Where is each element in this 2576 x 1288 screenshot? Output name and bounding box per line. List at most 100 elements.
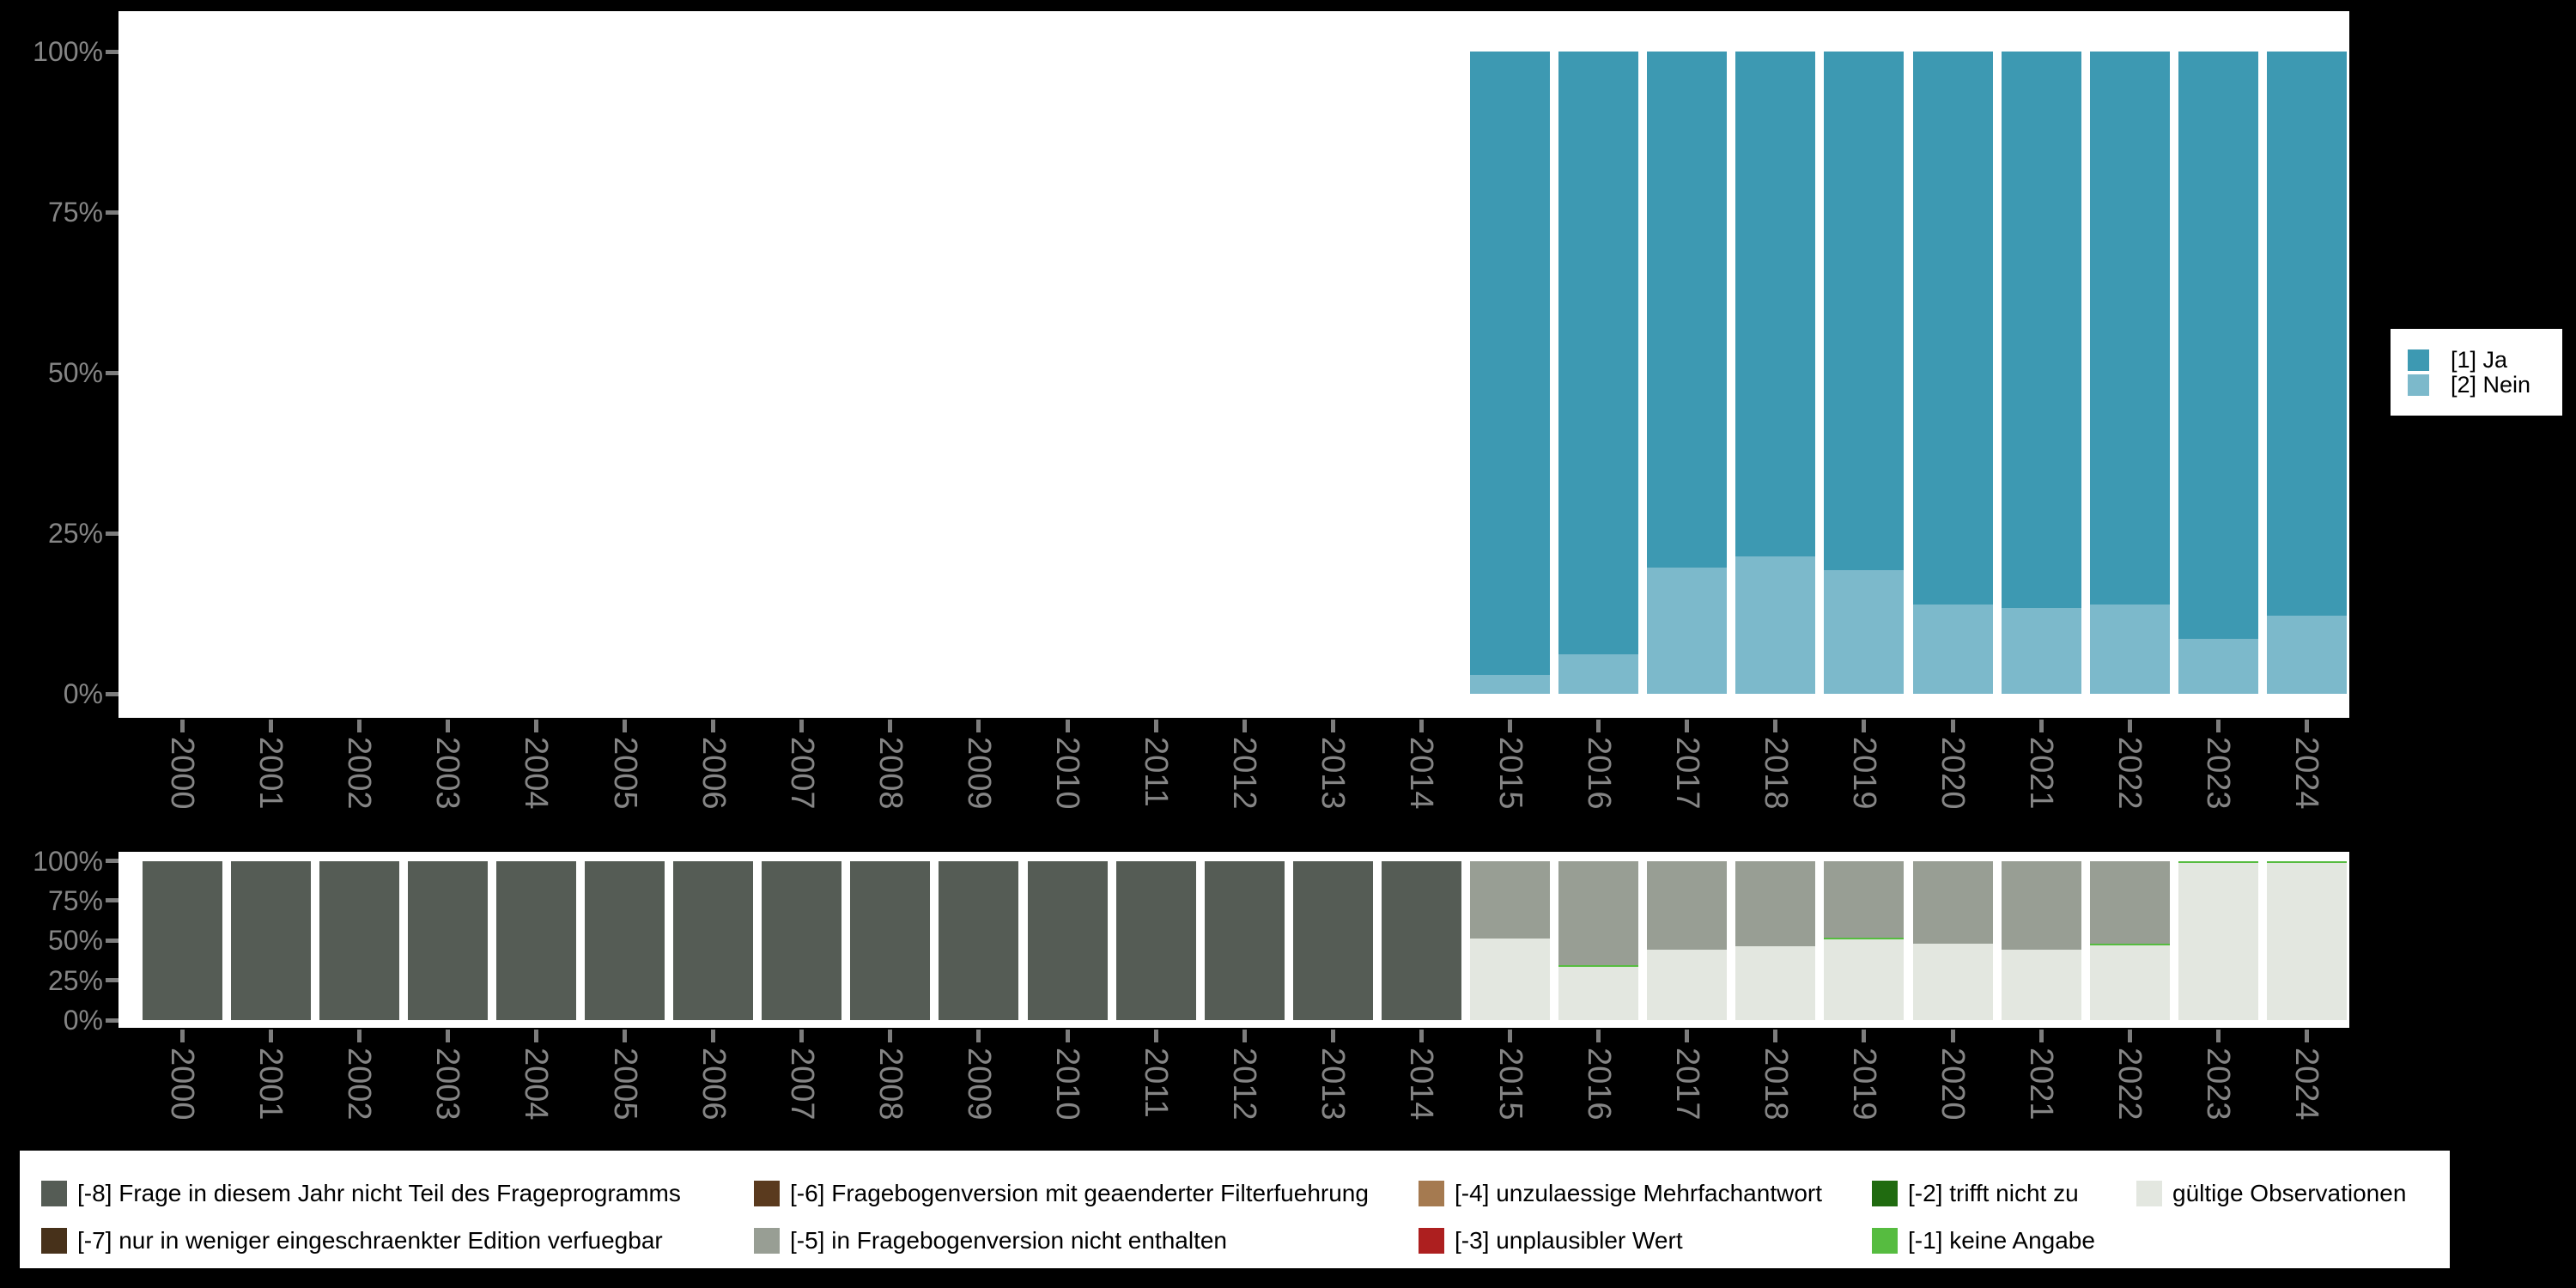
- y-axis-tick-label: 0%: [63, 678, 103, 709]
- x-axis-year-label: 2013: [1315, 737, 1352, 810]
- x-axis-tick: [1773, 720, 1778, 732]
- x-axis-year-label: 2020: [1935, 1048, 1971, 1121]
- x-axis-tick: [268, 720, 273, 732]
- x-axis-tick: [533, 1030, 538, 1042]
- x-axis-year-label: 2008: [872, 737, 908, 810]
- x-axis-tick: [1330, 1030, 1335, 1042]
- x-axis-tick: [2127, 1030, 2132, 1042]
- legend-swatch: [754, 1228, 780, 1254]
- x-axis-tick: [179, 1030, 185, 1042]
- x-axis-year-label: 2015: [1492, 737, 1528, 810]
- bar-segment-2022: [2089, 605, 2170, 694]
- x-axis-year-label: 2008: [872, 1048, 908, 1121]
- x-axis-year-label: 2024: [2288, 737, 2325, 810]
- x-axis-year-label: 2012: [1226, 737, 1263, 810]
- bottom-chart-plot-area: [118, 852, 2349, 1028]
- x-axis-year-label: 2023: [2200, 1048, 2237, 1121]
- legend-item: [-2] trifft nicht zu: [1872, 1180, 2079, 1206]
- legend-label: [-1] keine Angabe: [1908, 1227, 2095, 1254]
- x-axis-year-label: 2010: [1049, 737, 1085, 810]
- x-axis-tick: [2127, 720, 2132, 732]
- bar-segment-2022: [2089, 944, 2170, 1020]
- bar-segment-2002: [319, 860, 399, 1020]
- bar-segment-2018: [1735, 946, 1816, 1020]
- x-axis-tick: [356, 720, 361, 732]
- legend-label: [-2] trifft nicht zu: [1908, 1180, 2079, 1206]
- legend-label: [-5] in Fragebogenversion nicht enthalte…: [790, 1227, 1227, 1254]
- bar-segment-2023: [2178, 639, 2258, 694]
- x-axis-year-label: 2015: [1492, 1048, 1528, 1121]
- x-axis-tick: [1685, 720, 1690, 732]
- legend-swatch: [1872, 1181, 1898, 1206]
- legend-item: [-4] unzulaessige Mehrfachantwort: [1419, 1180, 1822, 1206]
- legend-label: [-7] nur in weniger eingeschraenkter Edi…: [77, 1227, 663, 1254]
- x-axis-tick: [976, 1030, 981, 1042]
- x-axis-year-label: 2000: [164, 1048, 200, 1121]
- bar-segment-2016: [1558, 965, 1639, 1020]
- x-axis-tick: [888, 1030, 893, 1042]
- x-axis-year-label: 2013: [1315, 1048, 1352, 1121]
- x-axis-year-label: 2004: [518, 1048, 555, 1121]
- legend-label: [-3] unplausibler Wert: [1455, 1227, 1683, 1254]
- bar-segment-2022: [2089, 52, 2170, 605]
- x-axis-year-label: 2011: [1138, 1048, 1175, 1118]
- bar-segment-2014: [1381, 860, 1461, 1020]
- x-axis-tick: [1153, 1030, 1158, 1042]
- y-axis-tick: [106, 898, 118, 903]
- y-axis-tick-label: 100%: [33, 845, 103, 877]
- bar-segment-2021: [2001, 52, 2081, 608]
- y-axis-tick-label: 100%: [33, 36, 103, 67]
- bar-segment-2020: [1912, 860, 1993, 944]
- x-axis-year-label: 2002: [341, 1048, 378, 1121]
- x-axis-tick: [1950, 1030, 1955, 1042]
- x-axis-tick: [1330, 720, 1335, 732]
- x-axis-tick: [1950, 720, 1955, 732]
- x-axis-year-label: 2007: [783, 737, 820, 810]
- y-axis-tick: [106, 938, 118, 943]
- bar-segment-2005: [585, 860, 665, 1020]
- bar-segment-2023: [2178, 861, 2258, 1020]
- bar-segment-2023: [2178, 860, 2258, 863]
- y-axis-tick: [106, 1018, 118, 1023]
- x-axis-tick: [799, 1030, 805, 1042]
- y-axis-tick: [106, 859, 118, 863]
- y-axis-tick-label: 50%: [47, 925, 103, 957]
- bar-segment-2016: [1558, 653, 1639, 694]
- legend-item: [2] Nein: [2408, 372, 2562, 398]
- top-chart-legend: [1] Ja [2] Nein: [2391, 329, 2562, 416]
- x-axis-tick: [1419, 1030, 1424, 1042]
- bar-segment-2021: [2001, 860, 2081, 951]
- x-axis-year-label: 2009: [960, 1048, 997, 1121]
- y-axis-tick-label: 75%: [47, 884, 103, 916]
- legend-swatch: [2136, 1181, 2162, 1206]
- bar-segment-2017: [1647, 950, 1728, 1020]
- x-axis-year-label: 2006: [695, 737, 732, 810]
- bar-segment-2021: [2001, 607, 2081, 694]
- x-axis-year-label: 2012: [1226, 1048, 1263, 1121]
- x-axis-year-label: 2005: [606, 1048, 643, 1121]
- bar-segment-2015: [1470, 52, 1550, 676]
- x-axis-tick: [2038, 1030, 2044, 1042]
- y-axis-tick-label: 75%: [47, 197, 103, 228]
- x-axis-year-label: 2014: [1403, 1048, 1440, 1121]
- x-axis-tick: [1596, 720, 1601, 732]
- x-axis-year-label: 2020: [1935, 737, 1971, 810]
- bar-segment-2018: [1735, 556, 1816, 694]
- legend-item: [-1] keine Angabe: [1872, 1227, 2095, 1254]
- legend-swatch: [2408, 374, 2429, 396]
- x-axis-tick: [1508, 720, 1512, 732]
- x-axis-tick: [623, 720, 627, 732]
- x-axis-tick: [1242, 720, 1247, 732]
- bar-segment-2019: [1824, 860, 1905, 938]
- y-axis-tick-label: 25%: [47, 964, 103, 996]
- legend-swatch: [2408, 349, 2429, 371]
- x-axis-tick: [1153, 720, 1158, 732]
- bar-segment-2001: [230, 860, 311, 1020]
- x-axis-year-label: 2009: [960, 737, 997, 810]
- x-axis-tick: [1862, 1030, 1867, 1042]
- x-axis-year-label: 2021: [2023, 737, 2060, 810]
- x-axis-tick: [1862, 720, 1867, 732]
- legend-item: gültige Observationen: [2136, 1180, 2406, 1206]
- bar-segment-2007: [762, 860, 842, 1020]
